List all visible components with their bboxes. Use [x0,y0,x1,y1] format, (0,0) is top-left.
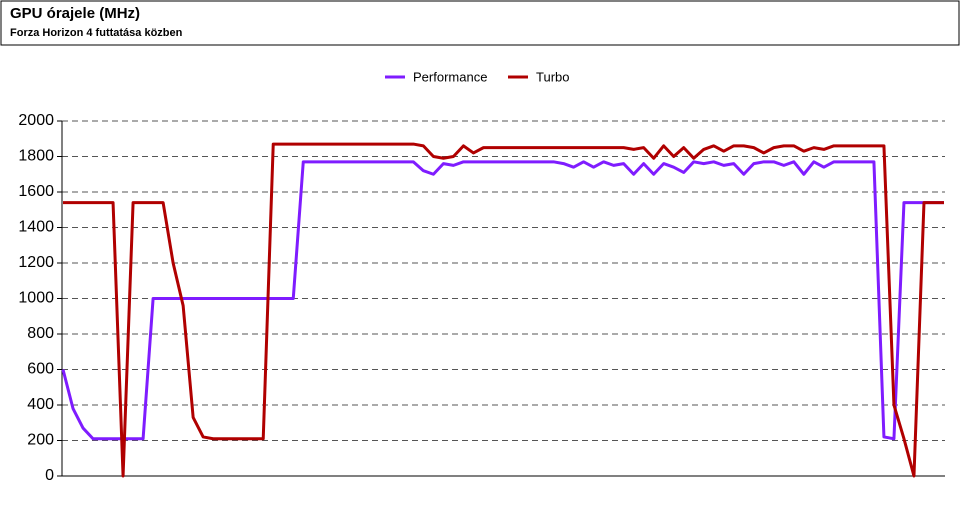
y-tick-label: 600 [27,361,54,378]
y-tick-label: 1000 [18,290,54,307]
header-box [0,0,960,46]
y-tick-label: 200 [27,432,54,449]
legend-label: Performance [413,69,487,84]
y-tick-label: 0 [45,467,54,484]
y-tick-label: 1400 [18,219,54,236]
chart-title: GPU órajele (MHz) [10,5,140,22]
chart-subtitle: Forza Horizon 4 futtatása közben [10,27,183,39]
y-tick-label: 1600 [18,183,54,200]
y-tick-label: 400 [27,396,54,413]
line-series [61,160,944,441]
legend-label: Turbo [536,69,569,84]
y-tick-label: 800 [27,325,54,342]
y-tick-label: 1800 [18,148,54,165]
y-tick-label: 2000 [18,112,54,129]
line-series [63,142,944,478]
y-tick-label: 1200 [18,254,54,271]
